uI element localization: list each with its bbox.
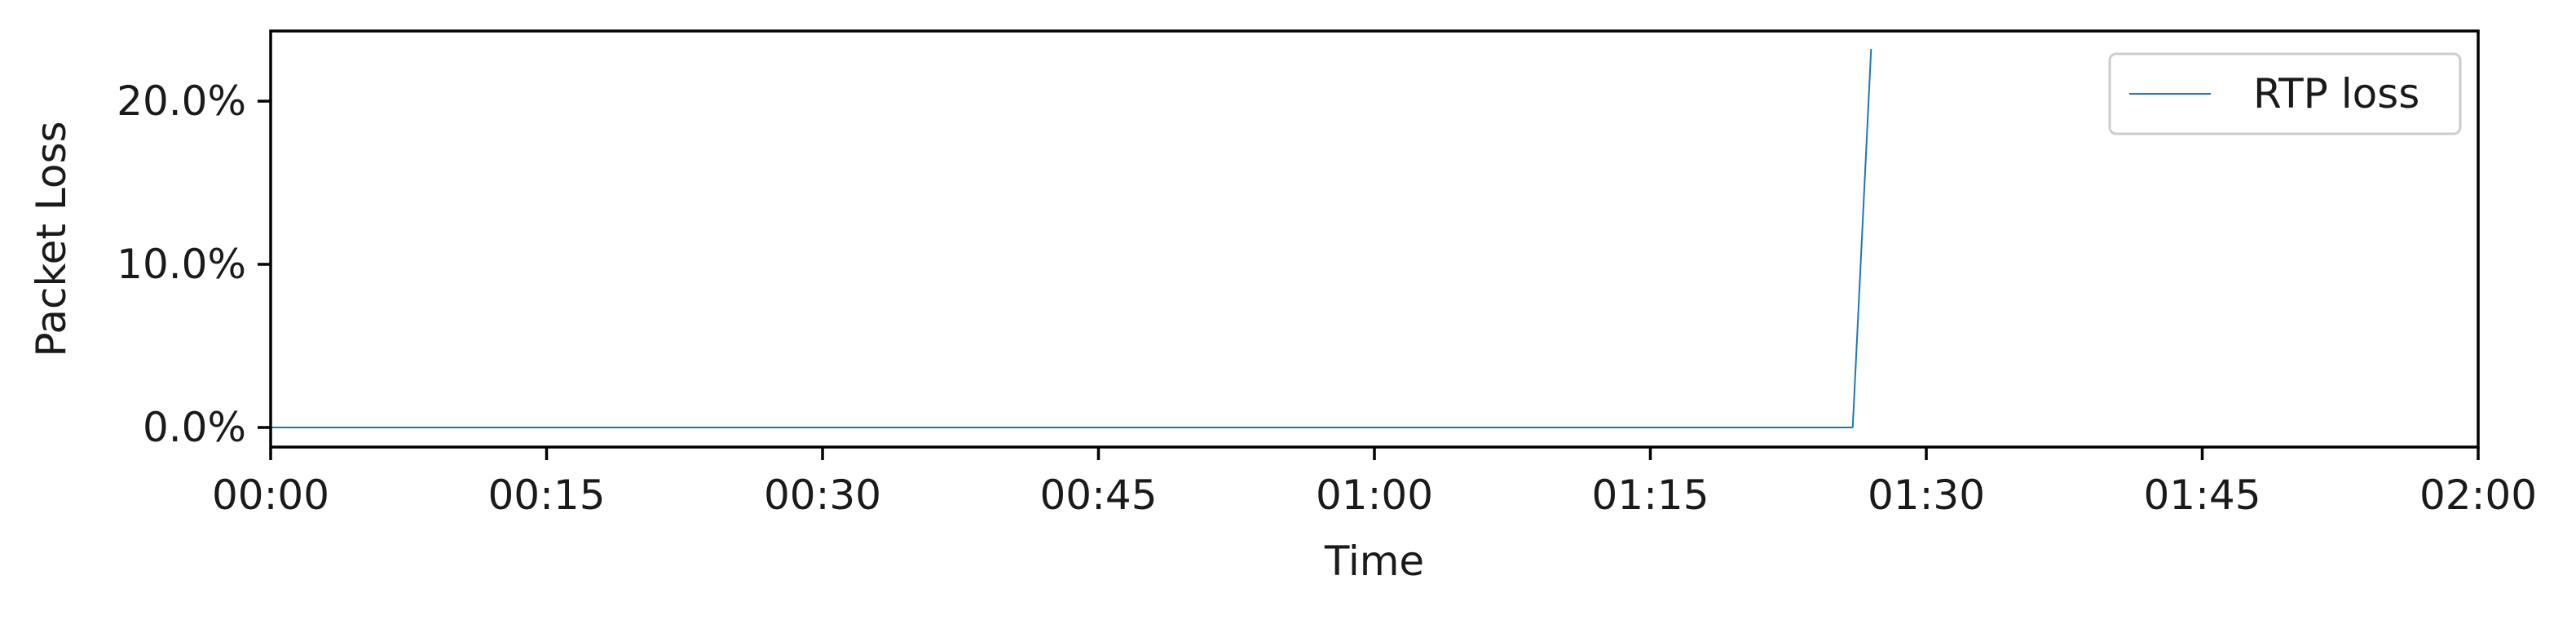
plot-area — [271, 48, 1872, 428]
x-tick-label: 00:30 — [764, 472, 881, 519]
x-tick-label: 00:15 — [487, 472, 605, 519]
x-tick-label: 00:00 — [212, 472, 329, 519]
legend-label-rtp-loss: RTP loss — [2253, 70, 2419, 117]
x-tick-label: 01:45 — [2143, 472, 2261, 519]
x-tick-label: 02:00 — [2419, 472, 2537, 519]
x-tick-label: 00:45 — [1039, 472, 1157, 519]
legend: RTP loss — [2108, 52, 2462, 135]
series-line-0 — [271, 48, 1872, 428]
legend-box — [2108, 52, 2462, 135]
x-tick-label: 01:00 — [1316, 472, 1433, 519]
y-axis: 0.0% 10.0% 20.0% — [117, 78, 271, 451]
y-tick-label: 20.0% — [117, 78, 246, 125]
x-tick-label: 01:30 — [1868, 472, 1985, 519]
x-axis-label: Time — [1324, 538, 1424, 585]
x-tick-label: 01:15 — [1591, 472, 1709, 519]
x-axis: 00:00 00:15 00:30 00:45 01:00 01:15 01:30 01:45… — [212, 447, 2537, 519]
y-axis-label: Packet Loss — [28, 121, 75, 356]
y-tick-label: 10.0% — [117, 241, 246, 288]
y-tick-label: 0.0% — [143, 404, 246, 451]
